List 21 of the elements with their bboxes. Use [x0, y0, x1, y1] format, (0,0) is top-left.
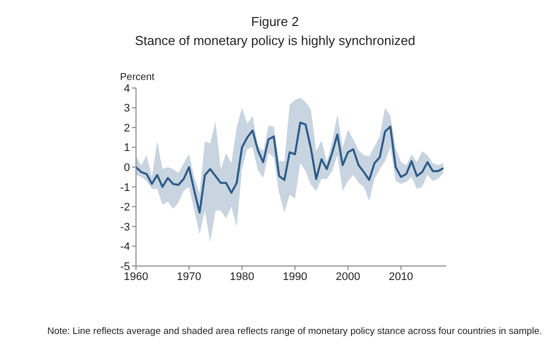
- line-series: [136, 122, 444, 214]
- y-tick-label: 4: [124, 82, 130, 95]
- y-tick-label: -2: [120, 202, 130, 214]
- x-tick-label: 1960: [124, 270, 148, 283]
- x-tick-label: 1980: [230, 270, 254, 283]
- chart-title: Figure 2: [250, 14, 300, 29]
- y-tick-label: 3: [124, 102, 130, 115]
- chart-subtitle: Stance of monetary policy is highly synchronized: [134, 33, 416, 48]
- x-tick-label: 2010: [388, 270, 414, 283]
- y-tick-label: -5: [120, 260, 130, 273]
- y-tick-label: -3: [120, 221, 130, 234]
- y-tick-label: 2: [124, 122, 130, 134]
- y-axis-title: Percent: [120, 72, 154, 83]
- x-tick-label: 2000: [336, 270, 360, 283]
- text: Note: Line reflects average and shaded area reflects range of monetary policy stance across four countries in sample.: [46, 326, 542, 337]
- y-tick-label: 0: [124, 162, 130, 174]
- x-tick-label: 1970: [176, 270, 202, 283]
- y-tick-label: 1: [124, 142, 130, 154]
- y-tick-label: -4: [120, 241, 130, 254]
- y-tick-label: -1: [120, 182, 130, 194]
- x-tick-label: 1990: [282, 270, 308, 283]
